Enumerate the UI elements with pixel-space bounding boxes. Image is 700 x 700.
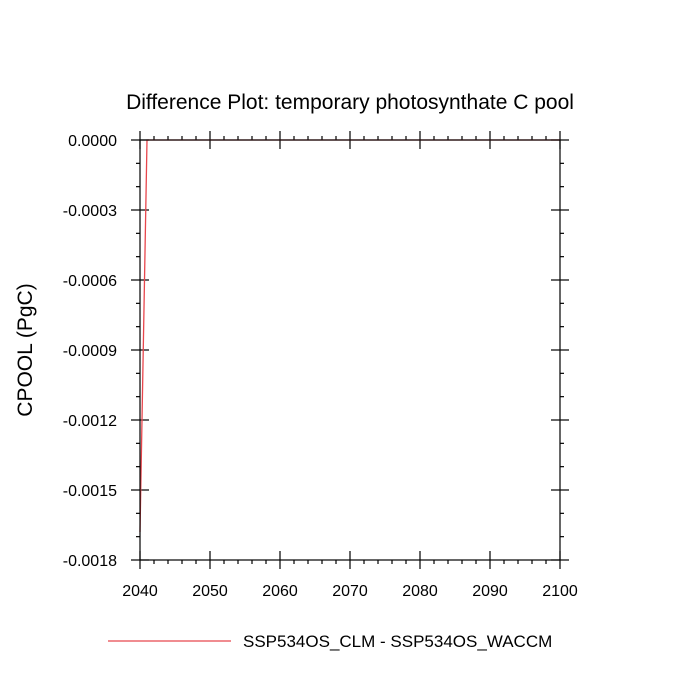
- y-tick-label: -0.0015: [63, 483, 117, 500]
- x-tick-label: 2040: [122, 583, 158, 600]
- series-line: [139, 139, 560, 533]
- x-tick-label: 2100: [542, 583, 578, 600]
- legend: SSP534OS_CLM - SSP534OS_WACCM: [108, 632, 552, 651]
- y-tick-label: -0.0009: [63, 343, 117, 360]
- y-axis-label: CPOOL (PgC): [14, 283, 37, 416]
- x-tick-label: 2070: [332, 583, 368, 600]
- y-tick-label: 0.0000: [68, 133, 117, 150]
- x-tick-label: 2060: [262, 583, 298, 600]
- x-tick-label: 2090: [472, 583, 508, 600]
- axis-ticks: [131, 131, 569, 569]
- y-tick-label: -0.0006: [63, 273, 117, 290]
- chart-title: Difference Plot: temporary photosynthate…: [126, 91, 574, 114]
- axis-tick-labels: 2040 2050 2060 2070 2080 2090 2100 0.0000 -0.000…: [63, 133, 578, 600]
- x-tick-label: 2080: [402, 583, 438, 600]
- y-tick-label: -0.0012: [63, 413, 117, 430]
- x-tick-label: 2050: [192, 583, 228, 600]
- y-tick-label: -0.0018: [63, 553, 117, 570]
- plot-frame: [139, 139, 561, 561]
- series-layer: [139, 139, 560, 533]
- y-tick-label: -0.0003: [63, 203, 117, 220]
- legend-label: SSP534OS_CLM - SSP534OS_WACCM: [243, 632, 552, 651]
